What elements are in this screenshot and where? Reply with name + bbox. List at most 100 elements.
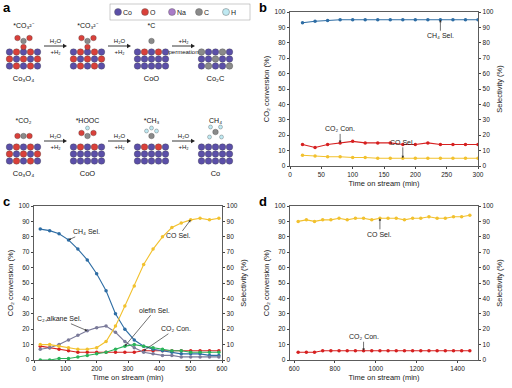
svg-text:CO₂ conversion (%): CO₂ conversion (%) bbox=[262, 249, 271, 316]
svg-text:+H₂: +H₂ bbox=[178, 38, 189, 44]
svg-text:80: 80 bbox=[483, 39, 491, 46]
svg-text:10: 10 bbox=[278, 341, 286, 348]
svg-text:10: 10 bbox=[278, 147, 286, 154]
svg-text:H₂O: H₂O bbox=[178, 133, 190, 139]
svg-text:60: 60 bbox=[227, 264, 235, 271]
svg-text:30: 30 bbox=[278, 116, 286, 123]
svg-text:100: 100 bbox=[275, 8, 286, 15]
svg-text:20: 20 bbox=[22, 325, 30, 332]
svg-text:50: 50 bbox=[278, 85, 286, 92]
svg-text:70: 70 bbox=[483, 248, 491, 255]
svg-text:600: 600 bbox=[289, 365, 300, 372]
svg-text:10: 10 bbox=[483, 147, 491, 154]
svg-text:60: 60 bbox=[483, 264, 491, 271]
svg-text:30: 30 bbox=[227, 310, 235, 317]
svg-text:*CO₂: *CO₂ bbox=[16, 117, 32, 124]
svg-text:300: 300 bbox=[123, 365, 134, 372]
svg-text:+H₂: +H₂ bbox=[114, 49, 125, 55]
svg-text:600: 600 bbox=[217, 365, 228, 372]
svg-text:40: 40 bbox=[278, 101, 286, 108]
svg-text:50: 50 bbox=[483, 279, 491, 286]
svg-text:20: 20 bbox=[483, 325, 491, 332]
svg-text:+H₂: +H₂ bbox=[178, 144, 189, 150]
svg-text:H₂O: H₂O bbox=[50, 38, 62, 44]
svg-text:100: 100 bbox=[60, 365, 71, 372]
svg-text:permeation: permeation bbox=[168, 49, 198, 55]
svg-text:70: 70 bbox=[22, 248, 30, 255]
svg-text:300: 300 bbox=[473, 171, 484, 178]
svg-text:Co: Co bbox=[123, 9, 132, 16]
svg-text:+H₂: +H₂ bbox=[50, 144, 61, 150]
svg-text:*CH₃: *CH₃ bbox=[144, 117, 160, 124]
svg-text:80: 80 bbox=[22, 233, 30, 240]
svg-text:50: 50 bbox=[22, 279, 30, 286]
svg-text:50: 50 bbox=[227, 279, 235, 286]
svg-text:100: 100 bbox=[483, 202, 494, 209]
svg-text:100: 100 bbox=[227, 202, 238, 209]
svg-text:30: 30 bbox=[483, 310, 491, 317]
svg-text:C₂₊alkane Sel.: C₂₊alkane Sel. bbox=[37, 315, 81, 322]
svg-text:90: 90 bbox=[483, 24, 491, 31]
svg-text:40: 40 bbox=[278, 295, 286, 302]
svg-text:50: 50 bbox=[278, 279, 286, 286]
svg-text:500: 500 bbox=[185, 365, 196, 372]
svg-text:CO Sel.: CO Sel. bbox=[367, 231, 392, 238]
svg-text:250: 250 bbox=[441, 171, 452, 178]
svg-text:1400: 1400 bbox=[450, 365, 465, 372]
svg-text:70: 70 bbox=[227, 248, 235, 255]
svg-text:*CO₃²⁻: *CO₃²⁻ bbox=[13, 22, 34, 29]
svg-text:Co₂C: Co₂C bbox=[207, 74, 225, 83]
svg-text:Co: Co bbox=[211, 169, 221, 178]
svg-text:Selectivity (%): Selectivity (%) bbox=[495, 259, 504, 307]
svg-text:Na: Na bbox=[177, 9, 186, 16]
svg-text:olefin Sel.: olefin Sel. bbox=[139, 307, 170, 314]
svg-text:*C: *C bbox=[148, 22, 156, 29]
svg-text:70: 70 bbox=[483, 54, 491, 61]
svg-text:200: 200 bbox=[91, 365, 102, 372]
svg-text:0: 0 bbox=[282, 356, 286, 363]
svg-text:CoO: CoO bbox=[80, 169, 96, 178]
svg-text:60: 60 bbox=[278, 70, 286, 77]
svg-text:50: 50 bbox=[318, 171, 326, 178]
svg-text:80: 80 bbox=[227, 233, 235, 240]
svg-text:0: 0 bbox=[282, 162, 286, 169]
svg-text:Time on stream (min): Time on stream (min) bbox=[93, 373, 164, 382]
svg-text:800: 800 bbox=[330, 365, 341, 372]
svg-text:+H₂: +H₂ bbox=[50, 49, 61, 55]
svg-text:90: 90 bbox=[278, 218, 286, 225]
svg-text:30: 30 bbox=[483, 116, 491, 123]
svg-text:90: 90 bbox=[483, 218, 491, 225]
svg-text:100: 100 bbox=[19, 202, 30, 209]
svg-text:H: H bbox=[231, 9, 236, 16]
svg-text:0: 0 bbox=[227, 356, 231, 363]
svg-text:20: 20 bbox=[227, 325, 235, 332]
svg-text:CO₂ conversion (%): CO₂ conversion (%) bbox=[6, 249, 15, 316]
svg-text:10: 10 bbox=[483, 341, 491, 348]
svg-text:40: 40 bbox=[22, 295, 30, 302]
svg-text:100: 100 bbox=[347, 171, 358, 178]
svg-text:10: 10 bbox=[227, 341, 235, 348]
svg-text:H₂O: H₂O bbox=[50, 133, 62, 139]
svg-text:150: 150 bbox=[379, 171, 390, 178]
svg-text:90: 90 bbox=[278, 24, 286, 31]
svg-text:30: 30 bbox=[22, 310, 30, 317]
svg-text:50: 50 bbox=[483, 85, 491, 92]
svg-text:CH₄: CH₄ bbox=[209, 117, 222, 124]
svg-text:40: 40 bbox=[483, 101, 491, 108]
svg-text:60: 60 bbox=[483, 70, 491, 77]
svg-text:Co₃O₄: Co₃O₄ bbox=[13, 169, 35, 178]
svg-text:CO Sel.: CO Sel. bbox=[166, 232, 191, 239]
svg-text:60: 60 bbox=[278, 264, 286, 271]
svg-text:10: 10 bbox=[22, 341, 30, 348]
svg-text:20: 20 bbox=[483, 131, 491, 138]
svg-text:CO₂ Con.: CO₂ Con. bbox=[349, 333, 379, 340]
svg-text:0: 0 bbox=[26, 356, 30, 363]
svg-text:*CO₃²⁻: *CO₃²⁻ bbox=[77, 22, 98, 29]
svg-text:70: 70 bbox=[278, 248, 286, 255]
svg-text:O: O bbox=[150, 9, 156, 16]
svg-text:400: 400 bbox=[154, 365, 165, 372]
svg-text:Time on stream (min): Time on stream (min) bbox=[349, 373, 420, 382]
svg-text:Time on stream (min): Time on stream (min) bbox=[349, 179, 420, 188]
svg-text:20: 20 bbox=[278, 325, 286, 332]
svg-text:0: 0 bbox=[483, 162, 487, 169]
